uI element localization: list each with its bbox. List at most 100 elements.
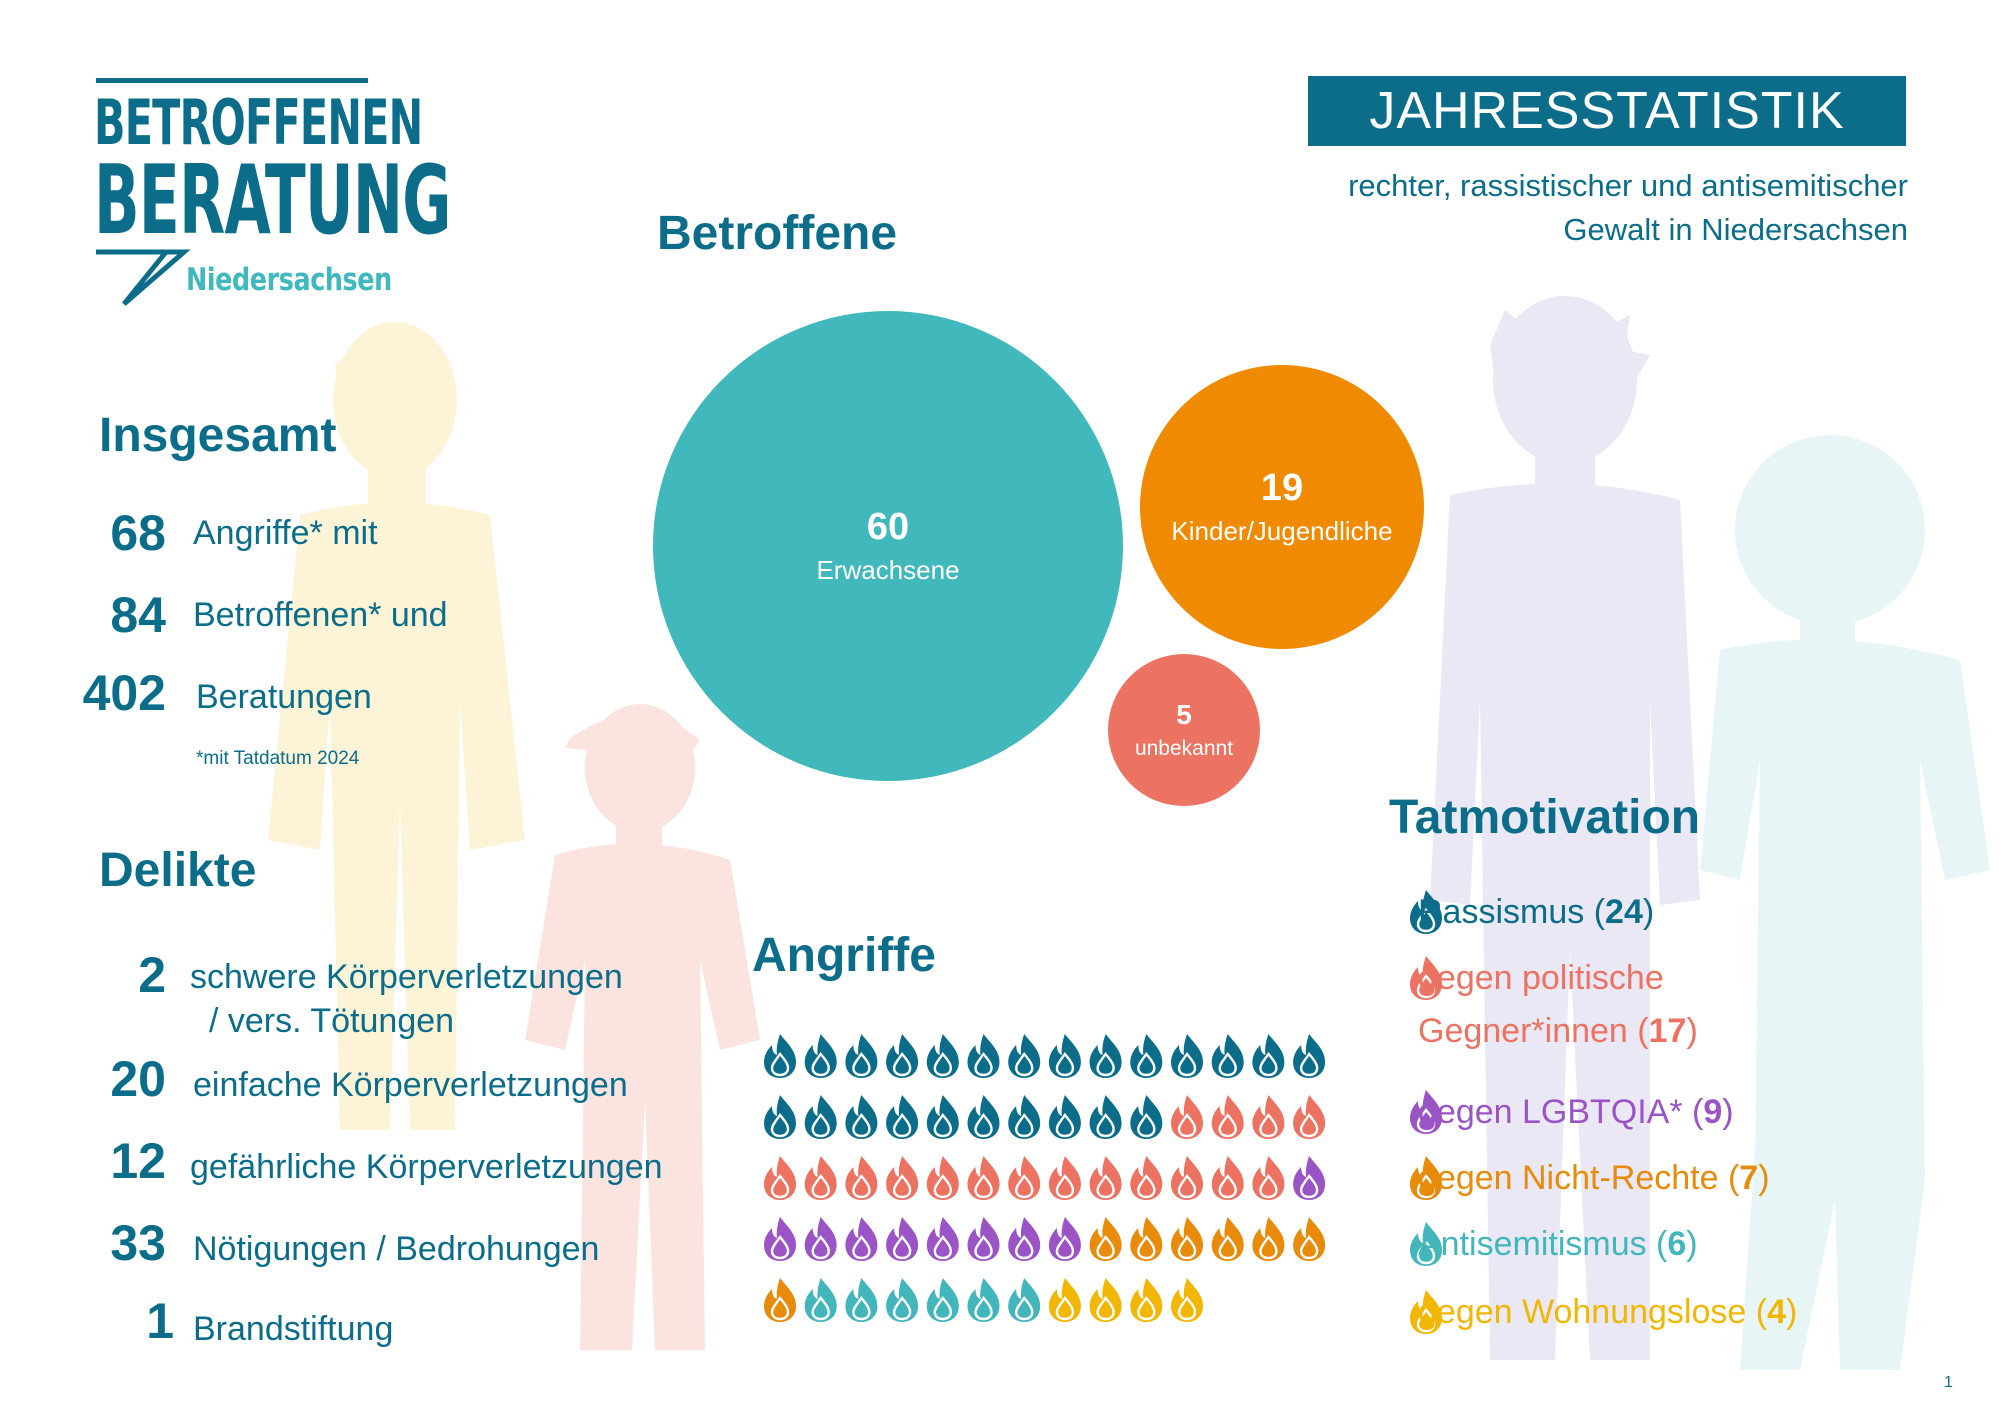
flame-icon bbox=[1089, 1034, 1122, 1078]
flame-icon bbox=[845, 1095, 878, 1139]
tatmotivation-value: 17 bbox=[1648, 1012, 1687, 1050]
tatmotivation-item: gegen LGBTQIA* (9) bbox=[1418, 1086, 1734, 1139]
flame-icon bbox=[967, 1217, 1000, 1261]
flame-shape bbox=[1410, 1222, 1442, 1266]
flame-icon bbox=[1293, 1034, 1326, 1078]
flame-icon bbox=[1293, 1217, 1326, 1261]
flame-icon bbox=[1410, 1090, 1442, 1134]
flame-icon bbox=[1410, 890, 1442, 934]
flame-icon bbox=[926, 1217, 959, 1261]
heading-betroffene: Betroffene bbox=[657, 207, 898, 260]
speech-bubble-icon bbox=[96, 249, 191, 306]
tatmotivation-label: Rassismus ( bbox=[1418, 893, 1606, 931]
flame-icon bbox=[1410, 956, 1442, 1000]
heading-delikte: Delikte bbox=[99, 844, 257, 897]
flame-icon bbox=[1130, 1095, 1163, 1139]
flame-icon bbox=[967, 1156, 1000, 1200]
flame-icon bbox=[764, 1278, 796, 1322]
flame-icon bbox=[1130, 1217, 1163, 1261]
bubble-label: unbekannt bbox=[1134, 737, 1234, 760]
tatmotivation-close-paren: ) bbox=[1686, 1012, 1698, 1050]
flame-icon bbox=[1293, 1156, 1326, 1200]
flame-icon bbox=[1410, 1156, 1442, 1200]
flame-icon bbox=[886, 1217, 919, 1261]
tatmotivation-item: gegen Nicht-Rechte (7) bbox=[1418, 1152, 1770, 1205]
flame-shape bbox=[1410, 1156, 1442, 1200]
tatmotivation-close-paren: ) bbox=[1786, 1293, 1798, 1331]
bubble-kinder-jugendliche: 19 Kinder/Jugendliche bbox=[1140, 365, 1424, 649]
tatmotivation-label-2: Gegner*innen ( bbox=[1418, 1012, 1649, 1050]
heading-tatmotivation: Tatmotivation bbox=[1389, 791, 1701, 844]
flame-icon bbox=[1089, 1156, 1122, 1200]
tatmotivation-item: Rassismus (24) bbox=[1418, 886, 1654, 939]
flame-icon bbox=[804, 1095, 837, 1139]
flame-icon bbox=[967, 1278, 1000, 1322]
flame-icon bbox=[1252, 1156, 1285, 1200]
tatmotivation-close-paren: ) bbox=[1722, 1093, 1734, 1131]
flame-icon bbox=[926, 1278, 959, 1322]
flame-icon bbox=[764, 1034, 796, 1078]
delikt-value-brandstiftung: 1 bbox=[146, 1293, 174, 1349]
flame-icon bbox=[1252, 1095, 1285, 1139]
angriffe-flame-grid bbox=[764, 1034, 1326, 1322]
flame-icon bbox=[1008, 1217, 1041, 1261]
heading-insgesamt: Insgesamt bbox=[99, 409, 337, 462]
flame-icon bbox=[926, 1156, 959, 1200]
bubble-label: Kinder/Jugendliche bbox=[1171, 516, 1393, 546]
flame-icon bbox=[804, 1156, 837, 1200]
logo-top-rule bbox=[96, 78, 368, 83]
flame-icon bbox=[1048, 1217, 1081, 1261]
flame-icon bbox=[804, 1217, 837, 1261]
tatmotivation-close-paren: ) bbox=[1686, 1225, 1698, 1263]
stat-value-beratungen: 402 bbox=[82, 665, 166, 721]
flame-icon bbox=[845, 1278, 878, 1322]
subtitle-line-2: Gewalt in Niedersachsen bbox=[1563, 212, 1908, 247]
tatmotivation-item: gegen politische Gegner*innen (17) bbox=[1418, 952, 1698, 1058]
tatmotivation-item: gegen Wohnungslose (4) bbox=[1418, 1286, 1797, 1339]
flame-icon bbox=[804, 1278, 837, 1322]
tatmotivation-close-paren: ) bbox=[1642, 893, 1655, 931]
tatmotivation-item: Antisemitismus (6) bbox=[1418, 1218, 1698, 1271]
flame-icon bbox=[764, 1095, 796, 1139]
stat-label-angriffe: Angriffe* mit bbox=[193, 514, 378, 552]
flame-icon bbox=[1293, 1095, 1326, 1139]
flame-shape bbox=[1410, 956, 1442, 1000]
flame-icon bbox=[1130, 1156, 1163, 1200]
stat-label-beratungen: Beratungen bbox=[196, 678, 372, 716]
flame-icon bbox=[1089, 1217, 1122, 1261]
logo-line-2: BERATUNG bbox=[94, 146, 451, 256]
flame-icon bbox=[1008, 1034, 1041, 1078]
flame-icon bbox=[1211, 1034, 1244, 1078]
flame-icon bbox=[1008, 1278, 1041, 1322]
delikt-value-gefaehrliche: 12 bbox=[110, 1133, 166, 1189]
delikt-label-einfache: einfache Körperverletzungen bbox=[193, 1066, 628, 1104]
tatmotivation-value: 6 bbox=[1667, 1225, 1687, 1263]
flame-icon bbox=[967, 1095, 1000, 1139]
delikt-label-gefaehrliche: gefährliche Körperverletzungen bbox=[190, 1148, 663, 1186]
tatmotivation-value: 9 bbox=[1703, 1093, 1723, 1131]
bubble-value: 5 bbox=[1176, 699, 1192, 730]
flame-icon bbox=[1008, 1095, 1041, 1139]
footnote-tatdatum: *mit Tatdatum 2024 bbox=[196, 748, 360, 769]
flame-icon bbox=[1089, 1278, 1122, 1322]
page-title: JAHRESSTATISTIK 2024 bbox=[1308, 76, 1906, 210]
flame-icon bbox=[845, 1034, 878, 1078]
flame-icon bbox=[886, 1278, 919, 1322]
bubble-unbekannt: 5 unbekannt bbox=[1108, 654, 1260, 806]
flame-icon bbox=[764, 1217, 796, 1261]
tatmotivation-label: gegen LGBTQIA* ( bbox=[1418, 1093, 1704, 1131]
flame-icon bbox=[1211, 1095, 1244, 1139]
flame-icon bbox=[1171, 1095, 1203, 1139]
delikt-label-noetigungen: Nötigungen / Bedrohungen bbox=[193, 1230, 600, 1268]
flame-icon bbox=[1171, 1156, 1203, 1200]
stat-label-betroffenen: Betroffenen* und bbox=[193, 596, 448, 634]
flame-icon bbox=[1252, 1217, 1285, 1261]
tatmotivation-label: Antisemitismus ( bbox=[1418, 1225, 1668, 1263]
tatmotivation-value: 24 bbox=[1605, 893, 1643, 931]
flame-icon bbox=[1252, 1034, 1285, 1078]
flame-icon bbox=[845, 1217, 878, 1261]
flame-icon bbox=[1130, 1278, 1163, 1322]
flame-icon bbox=[1171, 1034, 1203, 1078]
flame-icon bbox=[1410, 1222, 1442, 1266]
